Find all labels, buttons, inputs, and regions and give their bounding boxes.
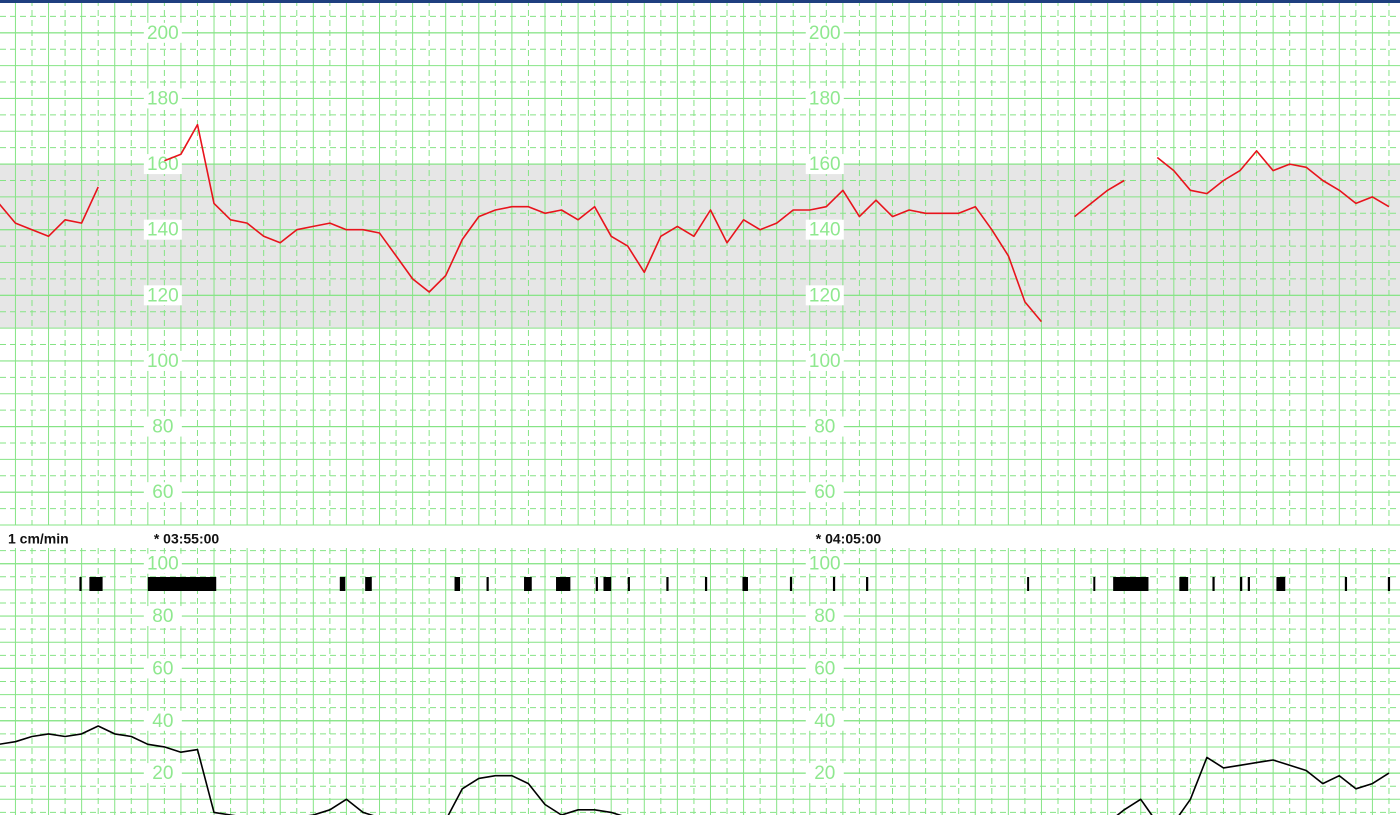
y-tick-label: 180 (809, 88, 841, 109)
y-tick-label-bg (143, 763, 182, 784)
movement-mark (704, 577, 708, 591)
y-tick-label: 80 (814, 417, 835, 438)
movement-mark (147, 577, 217, 591)
y-tick-label: 200 (809, 23, 841, 44)
movement-mark (1093, 577, 1096, 591)
y-tick-label-bg (805, 285, 844, 306)
y-tick-label-bg (143, 482, 182, 503)
y-tick-label: 160 (147, 154, 179, 175)
movement-mark (832, 577, 836, 591)
movement-mark (1212, 577, 1215, 591)
y-tick-label: 160 (809, 154, 841, 175)
movement-mark (1113, 577, 1149, 591)
y-tick-label-bg (143, 88, 182, 109)
movement-mark (742, 577, 748, 591)
y-tick-label: 60 (152, 482, 173, 503)
movement-mark (627, 577, 630, 591)
y-tick-label: 140 (147, 220, 179, 241)
y-tick-label-bg (805, 482, 844, 503)
y-tick-label-bg (143, 553, 182, 574)
movement-mark (339, 577, 346, 591)
y-tick-label: 40 (814, 711, 835, 732)
y-tick-label: 60 (814, 482, 835, 503)
x-tick-label: * 03:55:00 (154, 531, 220, 547)
y-tick-label-bg (143, 22, 182, 43)
y-tick-label: 80 (152, 606, 173, 627)
y-tick-label-bg (805, 350, 844, 371)
y-tick-label-bg (805, 416, 844, 437)
y-tick-label: 200 (147, 23, 179, 44)
movement-mark (1387, 577, 1391, 591)
movement-mark (365, 577, 372, 591)
top-border (0, 0, 1400, 3)
movement-mark (866, 577, 869, 591)
y-tick-label: 40 (152, 711, 173, 732)
y-tick-label-bg (805, 710, 844, 731)
label-layer: 60 80 100 120 140 160 180 200 60 80 100 120 140 160 18… (143, 22, 844, 784)
y-tick-label-bg (143, 219, 182, 240)
movement-mark (89, 577, 103, 591)
y-tick-label: 180 (147, 88, 179, 109)
y-tick-label-bg (805, 553, 844, 574)
y-tick-label: 100 (147, 554, 179, 575)
movement-mark (1276, 577, 1286, 591)
y-tick-label-bg (805, 606, 844, 627)
y-tick-label-bg (143, 606, 182, 627)
y-tick-label-bg (805, 763, 844, 784)
y-tick-label-bg (143, 154, 182, 175)
movement-mark (1247, 577, 1250, 591)
y-tick-label: 120 (147, 285, 179, 306)
y-tick-label-bg (805, 658, 844, 679)
y-tick-label: 100 (809, 351, 841, 372)
y-tick-label: 100 (147, 351, 179, 372)
paper-speed: 1 cm/min (8, 531, 69, 547)
data-layer (0, 123, 1391, 815)
movement-mark (454, 577, 461, 591)
y-tick-label: 140 (809, 220, 841, 241)
movement-mark (666, 577, 669, 591)
y-tick-label-bg (143, 285, 182, 306)
movement-mark (79, 577, 82, 591)
movement-mark (789, 577, 793, 591)
y-tick-label: 20 (814, 763, 835, 784)
movement-mark (595, 577, 598, 591)
movement-mark (1240, 577, 1243, 591)
movement-mark (524, 577, 532, 591)
y-tick-label-bg (143, 710, 182, 731)
y-tick-label-bg (805, 154, 844, 175)
x-tick-label: * 04:05:00 (816, 531, 882, 547)
movement-mark (603, 577, 612, 591)
trace-line (0, 123, 1390, 323)
y-tick-label-bg (805, 22, 844, 43)
movement-mark (486, 577, 489, 591)
y-tick-label-bg (143, 658, 182, 679)
y-tick-label: 120 (809, 285, 841, 306)
movement-mark (1027, 577, 1030, 591)
y-tick-label: 60 (814, 658, 835, 679)
movement-mark (556, 577, 571, 591)
y-tick-label-bg (805, 88, 844, 109)
y-tick-label-bg (805, 219, 844, 240)
y-tick-label: 20 (152, 763, 173, 784)
y-tick-label-bg (143, 350, 182, 371)
y-tick-label: 80 (814, 606, 835, 627)
movement-mark (1344, 577, 1348, 591)
movement-mark (1179, 577, 1189, 591)
y-tick-label: 60 (152, 658, 173, 679)
y-tick-label: 100 (809, 554, 841, 575)
y-tick-label-bg (143, 416, 182, 437)
y-tick-label: 80 (152, 417, 173, 438)
